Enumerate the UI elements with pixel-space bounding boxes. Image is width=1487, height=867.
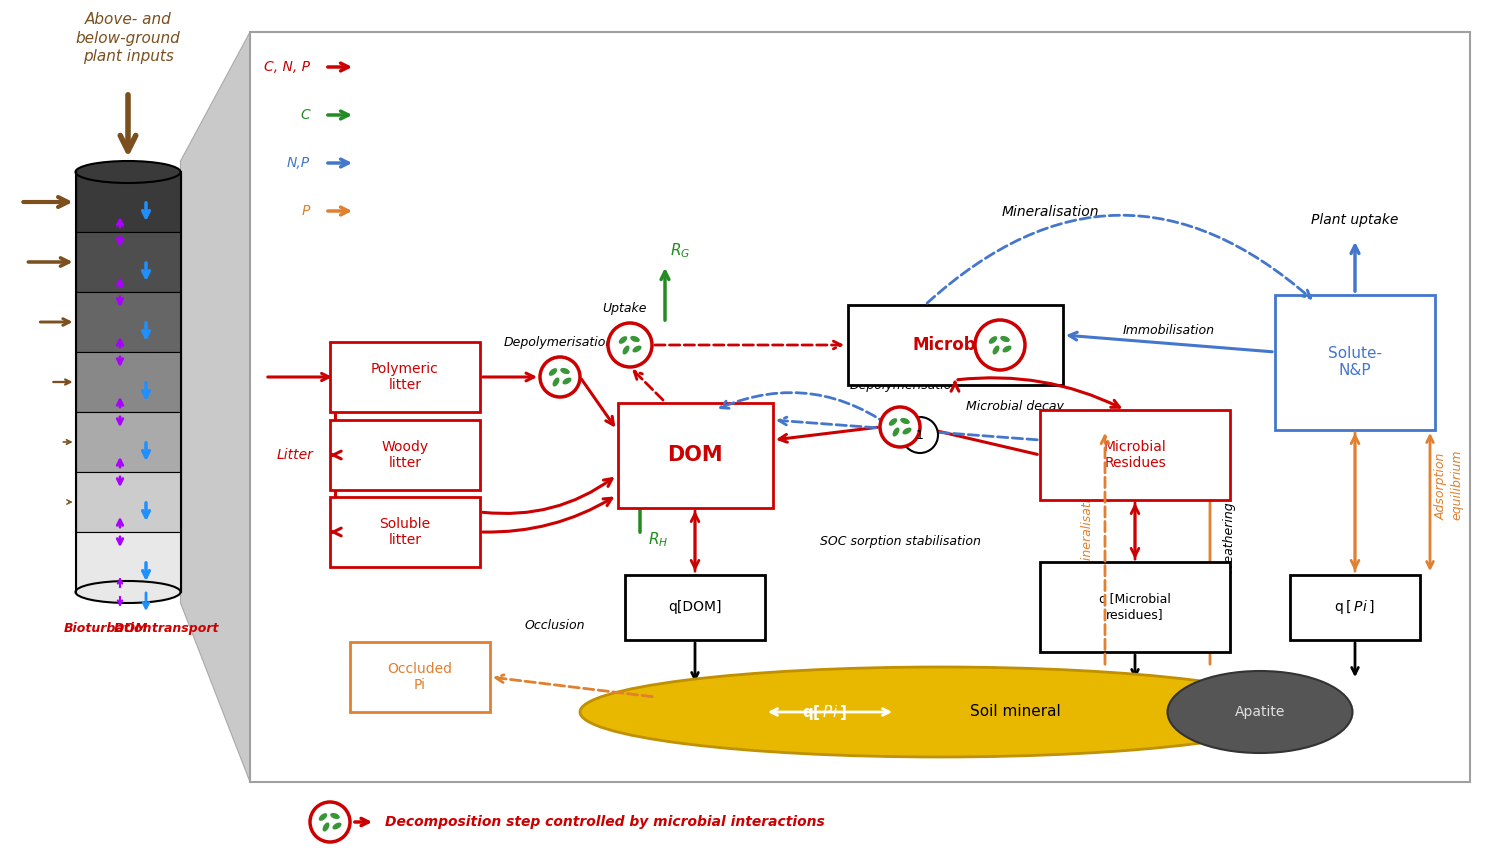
Bar: [330, 420, 480, 490]
Ellipse shape: [889, 418, 897, 426]
Text: Depolymerisation: Depolymerisation: [851, 379, 961, 392]
Ellipse shape: [580, 667, 1300, 757]
Ellipse shape: [623, 345, 629, 355]
Text: DOM: DOM: [668, 445, 723, 465]
Text: DOM transport: DOM transport: [113, 622, 219, 635]
Text: Biomineralisation: Biomineralisation: [1081, 483, 1093, 591]
Ellipse shape: [561, 368, 570, 374]
Text: Mineralisation: Mineralisation: [1001, 205, 1099, 219]
Text: Microbial
Residues: Microbial Residues: [1103, 440, 1166, 470]
Polygon shape: [180, 32, 250, 782]
Bar: [76, 352, 180, 412]
Circle shape: [880, 407, 920, 447]
Bar: [625, 575, 764, 640]
Ellipse shape: [989, 336, 998, 344]
Bar: [349, 642, 491, 712]
Text: Occlusion: Occlusion: [525, 619, 586, 632]
Text: Soil mineral: Soil mineral: [970, 705, 1060, 720]
Ellipse shape: [632, 346, 641, 353]
Circle shape: [540, 357, 580, 397]
Text: Woody
litter: Woody litter: [382, 440, 428, 470]
Ellipse shape: [323, 823, 330, 831]
Bar: [76, 412, 180, 472]
Ellipse shape: [1001, 336, 1010, 342]
Bar: [76, 232, 180, 292]
Text: Apatite: Apatite: [1234, 705, 1285, 719]
Ellipse shape: [549, 368, 558, 375]
Bar: [1291, 575, 1420, 640]
Text: Plant uptake: Plant uptake: [1312, 213, 1399, 227]
Text: Microbial decay: Microbial decay: [967, 400, 1063, 413]
Text: Polymeric
litter: Polymeric litter: [372, 362, 439, 392]
Text: Microbes: Microbes: [913, 336, 998, 354]
Ellipse shape: [76, 161, 180, 183]
Ellipse shape: [76, 581, 180, 603]
Bar: [76, 172, 180, 232]
Bar: [76, 532, 180, 592]
Ellipse shape: [903, 427, 912, 434]
Text: 1: 1: [916, 428, 923, 441]
Bar: [330, 497, 480, 567]
Text: Litter: Litter: [277, 448, 314, 462]
Text: Uptake: Uptake: [602, 302, 647, 315]
Text: q[ $\it{Pi}$ ]: q[ $\it{Pi}$ ]: [803, 702, 848, 721]
Bar: [617, 402, 773, 507]
Circle shape: [608, 323, 651, 367]
Ellipse shape: [330, 813, 341, 819]
Ellipse shape: [992, 345, 999, 355]
Text: Adsorption
equilibrium: Adsorption equilibrium: [1435, 449, 1463, 519]
Ellipse shape: [630, 336, 639, 342]
Ellipse shape: [619, 336, 628, 344]
Ellipse shape: [1002, 346, 1011, 353]
Text: Solute-
N&P: Solute- N&P: [1328, 346, 1381, 378]
Text: q [ $\it{Pi}$ ]: q [ $\it{Pi}$ ]: [1334, 598, 1375, 616]
Ellipse shape: [318, 813, 327, 821]
Text: Weathering: Weathering: [1221, 500, 1234, 573]
Text: $R_G$: $R_G$: [671, 241, 690, 260]
Bar: [1274, 295, 1435, 429]
Bar: [76, 472, 180, 532]
Ellipse shape: [892, 427, 900, 437]
Ellipse shape: [553, 377, 559, 387]
Bar: [1039, 410, 1230, 500]
Text: Depolymerisation: Depolymerisation: [504, 336, 614, 349]
Ellipse shape: [333, 823, 342, 830]
Text: Above- and
below-ground
plant inputs: Above- and below-ground plant inputs: [76, 12, 180, 64]
Text: C, N, P: C, N, P: [265, 60, 309, 74]
Bar: [76, 292, 180, 352]
Bar: [1039, 562, 1230, 652]
Circle shape: [903, 417, 938, 453]
Text: q[DOM]: q[DOM]: [668, 600, 721, 614]
Text: Bioturbation: Bioturbation: [64, 622, 152, 635]
Bar: [330, 342, 480, 412]
Bar: [848, 305, 1063, 385]
Text: Decomposition step controlled by microbial interactions: Decomposition step controlled by microbi…: [385, 815, 825, 829]
Text: Immobilisation: Immobilisation: [1123, 324, 1215, 337]
Text: C: C: [300, 108, 309, 122]
Circle shape: [975, 320, 1025, 370]
Text: SOC sorption stabilisation: SOC sorption stabilisation: [819, 536, 980, 549]
Ellipse shape: [900, 418, 910, 424]
Text: Soluble
litter: Soluble litter: [379, 517, 431, 547]
Text: P: P: [302, 204, 309, 218]
Text: $R_H$: $R_H$: [648, 530, 668, 549]
FancyBboxPatch shape: [250, 32, 1471, 782]
Circle shape: [309, 802, 349, 842]
Text: N,P: N,P: [287, 156, 309, 170]
Ellipse shape: [562, 377, 571, 384]
Text: Occluded
Pi: Occluded Pi: [388, 662, 452, 692]
Text: q [Microbial
residues]: q [Microbial residues]: [1099, 593, 1170, 621]
Ellipse shape: [1167, 671, 1353, 753]
